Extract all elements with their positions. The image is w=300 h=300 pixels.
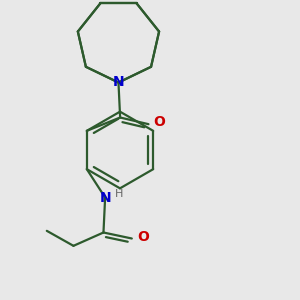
Text: N: N [99,190,111,205]
Text: O: O [137,230,149,244]
Text: H: H [115,189,123,199]
Text: N: N [113,76,124,89]
Text: O: O [154,116,165,130]
